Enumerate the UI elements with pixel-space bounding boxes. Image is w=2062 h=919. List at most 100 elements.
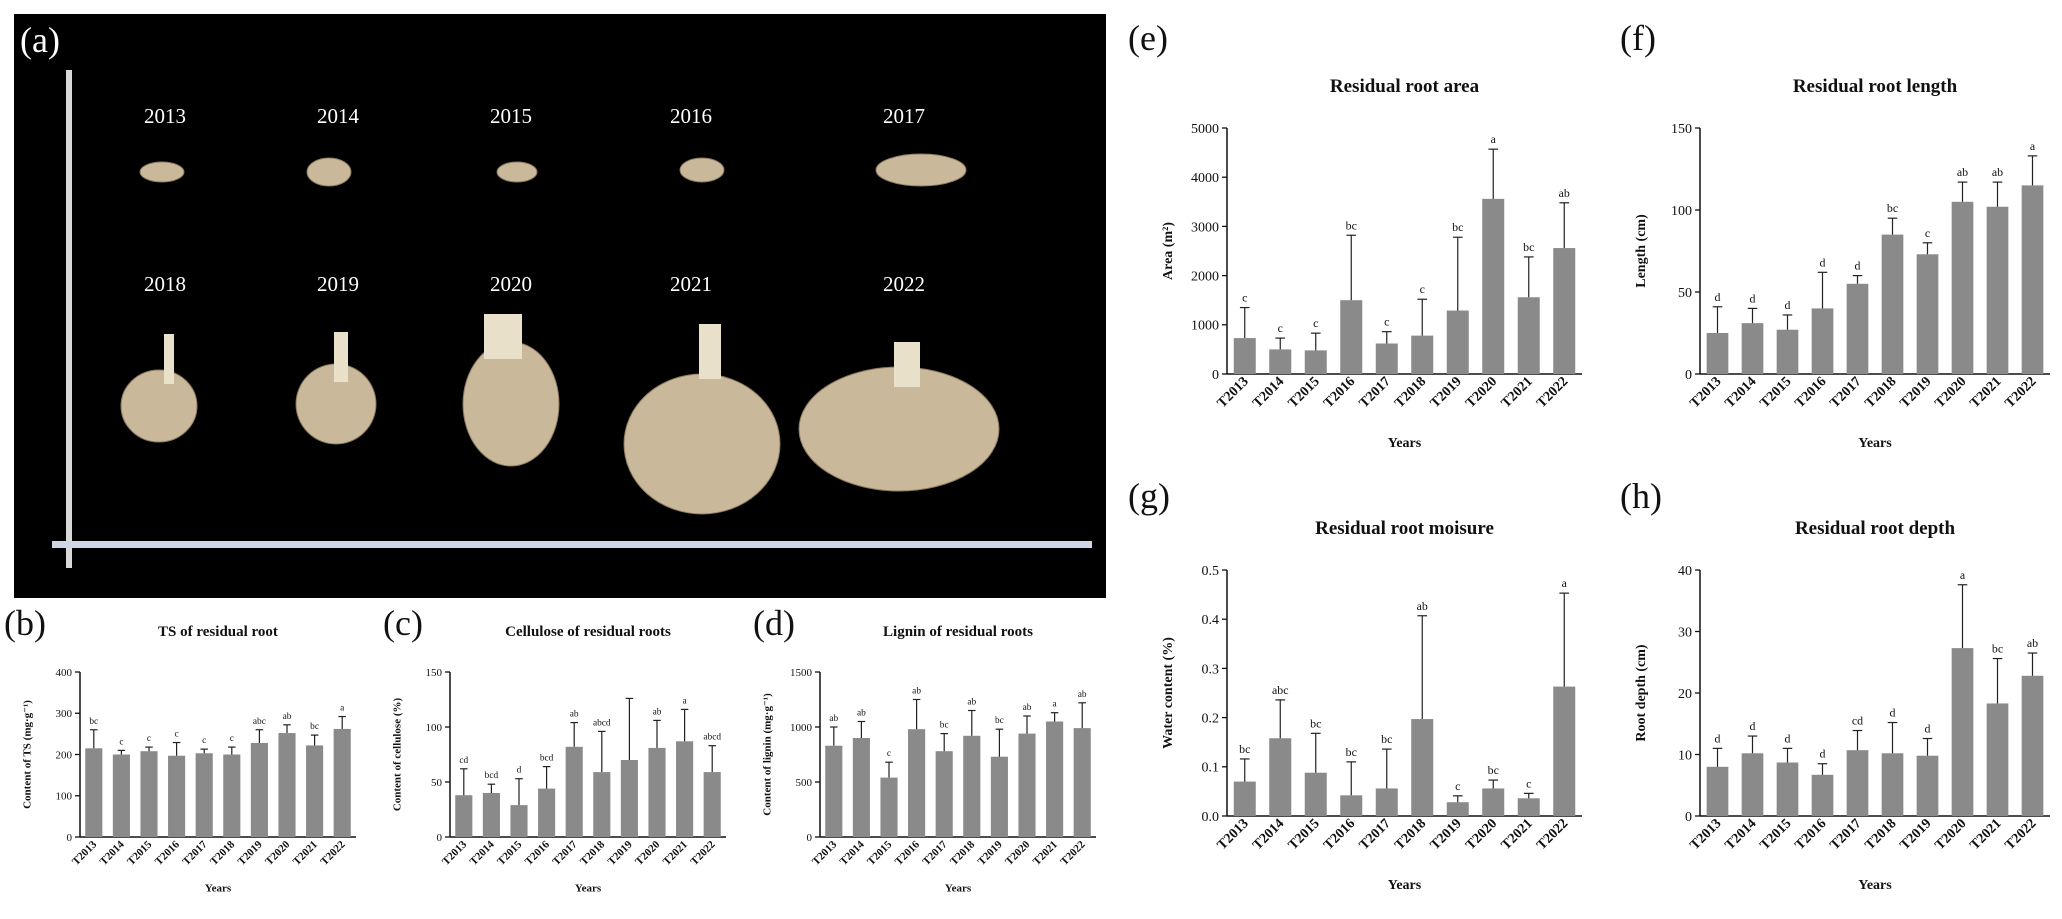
y-axis-label: Root depth (cm) — [1634, 644, 1649, 742]
bar-T2019 — [990, 756, 1008, 837]
vertical-ruler — [66, 70, 72, 568]
x-tick-label: T2022 — [1534, 816, 1571, 853]
significance-letter: bc — [1346, 745, 1357, 759]
bar-T2013 — [85, 748, 103, 837]
bar-T2018 — [1411, 335, 1434, 374]
bar-T2016 — [1340, 300, 1363, 374]
significance-letter: c — [175, 730, 179, 740]
bar-T2015 — [880, 777, 898, 837]
significance-letter: abcd — [703, 733, 721, 743]
chart-cellulose-residual-roots: Cellulose of residual roots 0 50 100 150 Cont… — [392, 624, 726, 895]
y-tick-label: 10 — [1678, 748, 1692, 763]
x-tick-label: T2019 — [976, 838, 1006, 868]
chart-title: Lignin of residual roots — [883, 624, 1033, 640]
bar-T2021 — [306, 745, 324, 837]
y-axis-label: Content of lignin (mg·g⁻¹) — [762, 693, 774, 816]
x-tick-label: T2013 — [810, 838, 840, 868]
root-photograph: (a) 2013 2014 2015 2016 2017 2018 2019 2… — [14, 14, 1106, 598]
chart-residual-root-area: Residual root area 0 1000 2000 3000 4000 5000 A… — [1161, 76, 1582, 451]
significance-letter: a — [1491, 132, 1497, 146]
x-tick-label: T2014 — [1250, 374, 1287, 411]
significance-letter: ab — [1078, 690, 1087, 700]
significance-letter: bc — [940, 721, 949, 731]
x-tick-label: T2021 — [1968, 816, 2005, 853]
x-axis-label: Years — [1388, 436, 1422, 451]
significance-letter: bc — [1887, 201, 1898, 215]
y-axis-label: Content of cellulose (%) — [392, 697, 404, 811]
x-tick-label: T2016 — [153, 838, 183, 868]
y-tick-label: 200 — [56, 749, 73, 761]
significance-letter: c — [1278, 321, 1283, 335]
significance-letter: ab — [1957, 165, 1968, 179]
panel-label-e: (e) — [1128, 18, 1168, 58]
significance-letter: c — [1925, 226, 1930, 240]
y-tick-label: 30 — [1678, 625, 1692, 640]
chart-title: Residual root moisure — [1315, 518, 1494, 539]
x-axis-label: Years — [1858, 878, 1892, 893]
y-tick-label: 100 — [56, 791, 73, 803]
y-tick-label: 40 — [1678, 564, 1692, 579]
y-tick-label: 0.5 — [1202, 564, 1220, 579]
photo-year-2015: 2015 — [490, 104, 532, 128]
x-tick-label: T2017 — [1357, 374, 1394, 411]
y-tick-label: 300 — [56, 708, 73, 720]
photo-year-2016: 2016 — [670, 104, 712, 128]
root-2014 — [306, 157, 352, 187]
x-tick-label: T2013 — [1215, 374, 1252, 411]
x-tick-label: T2021 — [1031, 839, 1060, 868]
x-tick-label: T2020 — [263, 838, 293, 868]
x-tick-label: T2022 — [2003, 374, 2040, 411]
y-tick-label: 150 — [1671, 122, 1692, 137]
significance-letter: ab — [1023, 703, 1032, 713]
significance-letter: ab — [967, 698, 976, 708]
significance-letter: d — [1715, 731, 1721, 745]
bar-T2020 — [648, 747, 666, 837]
significance-letter: c — [147, 734, 151, 744]
x-tick-label: T2019 — [606, 838, 636, 868]
x-tick-label: T2014 — [838, 838, 868, 868]
significance-letter: a — [1053, 700, 1058, 710]
x-tick-label: T2014 — [468, 838, 498, 868]
x-tick-label: T2019 — [1898, 816, 1935, 853]
bar-T2020 — [278, 733, 296, 837]
x-tick-label: T2021 — [661, 839, 690, 868]
horizontal-ruler — [52, 541, 1092, 548]
chart-title: Residual root depth — [1795, 518, 1956, 539]
significance-letter: a — [1562, 576, 1568, 590]
bar-T2014 — [852, 738, 870, 837]
x-tick-label: T2019 — [1898, 374, 1935, 411]
x-tick-label: T2020 — [633, 838, 663, 868]
significance-letter: ab — [857, 709, 866, 719]
x-tick-label: T2015 — [1286, 816, 1323, 853]
significance-letter: c — [887, 749, 891, 759]
significance-letter: a — [1960, 568, 1966, 582]
x-tick-label: T2013 — [1688, 374, 1725, 411]
y-tick-label: 2000 — [1191, 270, 1219, 285]
significance-letter: d — [1925, 722, 1931, 736]
bar-T2014 — [1269, 349, 1292, 374]
bar-T2017 — [935, 751, 953, 837]
bar-T2018 — [223, 754, 241, 837]
x-tick-label: T2018 — [948, 838, 978, 868]
significance-letter: c — [1313, 316, 1318, 330]
y-tick-label: 1000 — [1191, 319, 1219, 334]
significance-letter: d — [1715, 290, 1721, 304]
significance-letter: d — [1785, 298, 1791, 312]
bar-T2016 — [168, 755, 186, 837]
bar-T2020 — [1951, 201, 1974, 374]
x-tick-label: T2022 — [1058, 838, 1088, 868]
photo-year-2017: 2017 — [883, 104, 925, 128]
bar-T2015 — [1304, 772, 1327, 816]
x-tick-label: T2016 — [1793, 816, 1830, 853]
x-tick-label: T2013 — [1215, 816, 1252, 853]
x-tick-label: T2016 — [893, 838, 923, 868]
significance-letter: d — [1750, 719, 1756, 733]
y-tick-label: 0.1 — [1202, 761, 1220, 776]
significance-letter: ab — [2027, 636, 2038, 650]
bar-T2014 — [1741, 753, 1764, 816]
significance-letter: bcd — [540, 754, 554, 764]
bar-T2017 — [1375, 788, 1398, 816]
significance-letter: ab — [283, 712, 292, 722]
significance-letter: a — [340, 704, 345, 714]
x-tick-label: T2022 — [688, 838, 718, 868]
